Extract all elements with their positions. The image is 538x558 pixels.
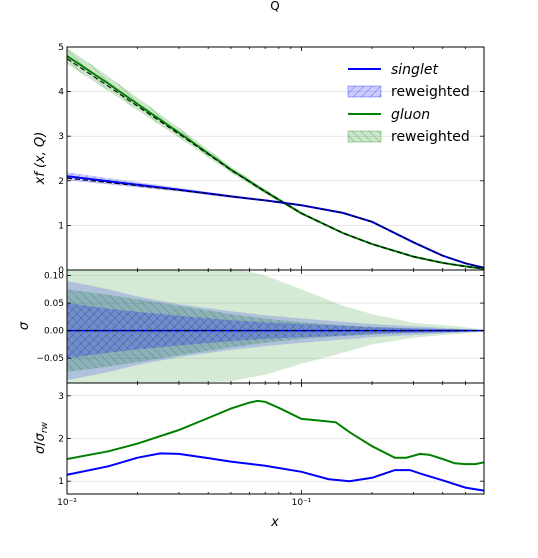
top-panel-frame (66, 46, 485, 271)
top-y-tick-label: 3 (58, 132, 64, 142)
middle-panel: −0.05 0.00 0.05 0.10 σ (17, 269, 485, 384)
bottom-panel-frame (66, 382, 485, 495)
legend-gluon-label: gluon (391, 107, 430, 123)
top-panel: 0 1 2 3 4 5 xf (x, Q) singlet reweighted gluo… (33, 43, 485, 276)
middle-y-tick-label: 0.00 (44, 327, 64, 337)
top-y-tick-label: 2 (58, 177, 64, 187)
top-y-tick-label: 4 (58, 88, 64, 98)
gluon-ratio-line (67, 399, 484, 466)
singlet-reweighted-line (67, 177, 484, 269)
bottom-plot-area (67, 395, 484, 492)
legend-singlet-label: singlet (391, 62, 438, 78)
legend-gluon-reweighted-label: reweighted (391, 129, 470, 145)
legend-singlet-band-swatch (347, 85, 382, 98)
bottom-ticks: 1 2 3 10⁻² 10⁻¹ (57, 383, 484, 508)
middle-y-tick-label: −0.05 (36, 354, 64, 364)
legend-singlet-reweighted-label: reweighted (391, 84, 470, 100)
middle-y-tick-label: 0.10 (44, 272, 64, 282)
middle-y-axis-label: σ (17, 321, 32, 330)
figure-title: Q (270, 0, 279, 13)
bottom-y-tick-label: 1 (58, 477, 64, 487)
bottom-x-axis-label: x (270, 515, 279, 530)
singlet-reweighted-band (67, 172, 484, 268)
legend: singlet reweighted gluon reweighted (347, 62, 470, 145)
top-plot-area (67, 47, 484, 270)
bottom-x-tick-label: 10⁻² (57, 498, 77, 508)
gluon-reweighted-band (67, 47, 484, 269)
bottom-x-tick-label: 10⁻¹ (292, 498, 312, 508)
top-y-tick-label: 0 (58, 266, 64, 276)
middle-ticks: −0.05 0.00 0.05 0.10 (36, 270, 484, 383)
middle-y-tick-label: 0.05 (44, 299, 64, 309)
bottom-y-tick-label: 3 (58, 392, 64, 402)
bottom-panel: 1 2 3 10⁻² 10⁻¹ σ/σrw x (33, 382, 485, 530)
top-y-tick-label: 1 (58, 221, 64, 231)
gluon-reweighted-line (67, 58, 484, 270)
singlet-line (67, 175, 484, 269)
top-y-tick-label: 5 (58, 43, 64, 53)
bottom-y-tick-label: 2 (58, 435, 64, 445)
top-y-axis-label: xf (x, Q) (33, 132, 48, 186)
singlet-ratio-line (67, 452, 484, 492)
top-ticks: 0 1 2 3 4 5 (58, 43, 484, 276)
middle-plot-area (67, 270, 484, 383)
bottom-y-axis-label: σ/σrw (33, 421, 50, 454)
legend-gluon-band-swatch (347, 130, 382, 143)
